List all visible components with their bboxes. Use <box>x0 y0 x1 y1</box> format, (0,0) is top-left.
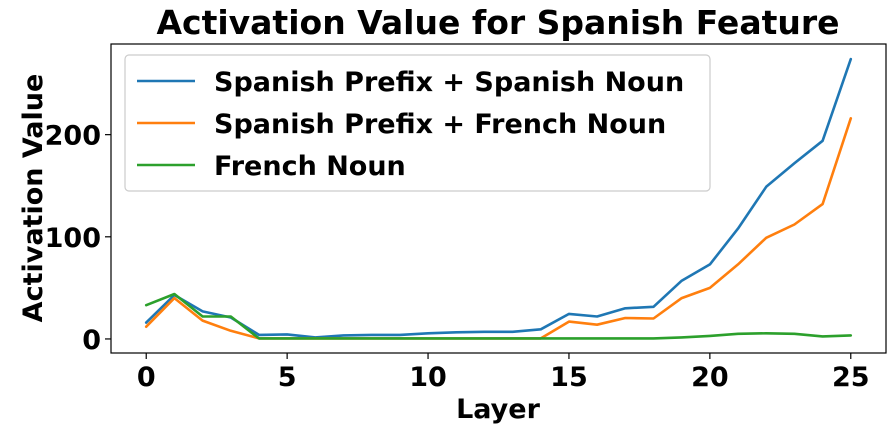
legend: Spanish Prefix + Spanish Noun Spanish Pre… <box>124 54 711 192</box>
x-tick-label: 20 <box>691 362 729 393</box>
legend-label-3: French Noun <box>214 151 406 182</box>
y-tick-label: 0 <box>82 325 101 356</box>
x-axis: 0 5 10 15 20 25 <box>137 353 870 393</box>
legend-box <box>124 54 711 192</box>
x-axis-label: Layer <box>456 394 541 425</box>
x-tick-label: 10 <box>409 362 447 393</box>
x-tick-label: 0 <box>137 362 156 393</box>
y-tick-label: 200 <box>45 121 101 152</box>
y-tick-label: 100 <box>45 223 101 254</box>
plot-area <box>144 57 853 340</box>
x-tick-label: 25 <box>832 362 870 393</box>
x-tick-label: 5 <box>278 362 297 393</box>
y-axis-label: Activation Value <box>18 74 49 323</box>
series-line-1 <box>144 57 853 339</box>
chart-title: Activation Value for Spanish Feature <box>156 3 839 42</box>
legend-label-1: Spanish Prefix + Spanish Noun <box>214 67 684 98</box>
axes-frame <box>110 43 887 354</box>
series-line-3 <box>144 292 853 340</box>
x-tick-label: 15 <box>550 362 588 393</box>
legend-label-2: Spanish Prefix + French Noun <box>214 109 666 140</box>
y-axis: 0 100 200 <box>45 121 111 356</box>
